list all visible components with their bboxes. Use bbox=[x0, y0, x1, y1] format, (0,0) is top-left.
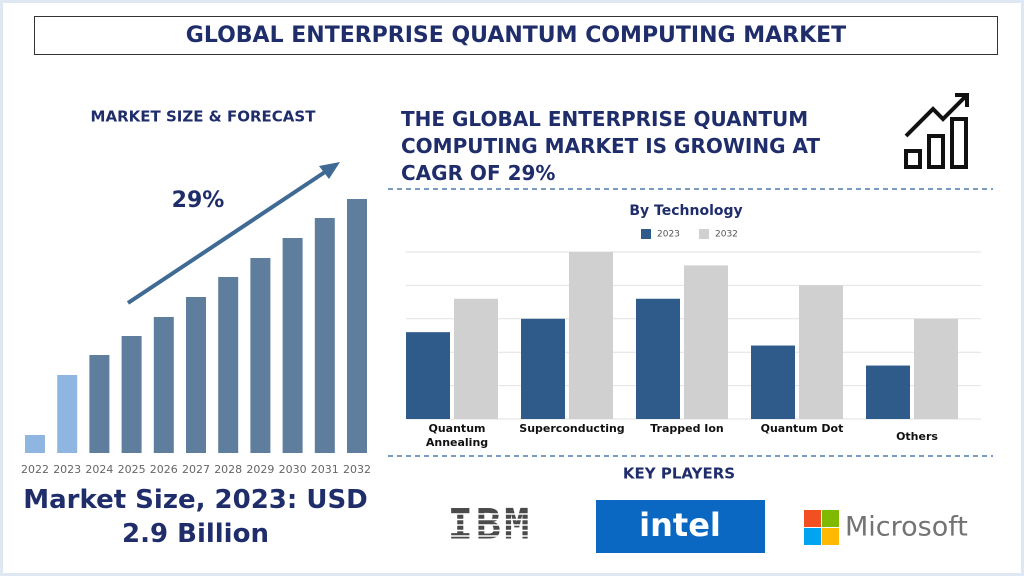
ms-square bbox=[804, 510, 821, 527]
x-tick-label: 2026 bbox=[150, 463, 178, 476]
x-tick-label: 2022 bbox=[21, 463, 49, 476]
legend-label: 2023 bbox=[657, 230, 680, 240]
intel-logo: intel bbox=[639, 506, 721, 544]
bar bbox=[347, 199, 367, 453]
bar bbox=[25, 435, 45, 453]
x-tick-label: Others bbox=[896, 430, 938, 443]
x-tick-label: 2024 bbox=[85, 463, 113, 476]
bar bbox=[121, 336, 142, 453]
bar bbox=[406, 332, 450, 419]
bar bbox=[250, 258, 271, 453]
x-tick-label: 2030 bbox=[279, 463, 307, 476]
bar bbox=[218, 277, 239, 453]
x-tick-label: Quantum Annealing bbox=[425, 422, 489, 449]
headline: THE GLOBAL ENTERPRISE QUANTUM COMPUTING … bbox=[401, 107, 821, 185]
bar bbox=[454, 298, 498, 419]
bar bbox=[314, 218, 335, 453]
ms-square bbox=[822, 528, 839, 545]
bar bbox=[153, 317, 174, 453]
growth-icon bbox=[904, 93, 969, 169]
bar bbox=[89, 355, 110, 453]
bar bbox=[914, 318, 958, 419]
x-tick-label: Quantum Dot bbox=[760, 422, 844, 435]
x-tick-label: 2032 bbox=[343, 463, 371, 476]
ms-square bbox=[822, 510, 839, 527]
bar bbox=[751, 345, 795, 419]
market-size: Market Size, 2023: USD 2.9 Billion bbox=[23, 485, 368, 549]
x-tick-label: 2027 bbox=[182, 463, 210, 476]
arrow-head bbox=[319, 162, 340, 179]
bar bbox=[282, 238, 303, 453]
annotation: 29% bbox=[172, 188, 225, 213]
x-tick-label: 2025 bbox=[118, 463, 146, 476]
page-title: GLOBAL ENTERPRISE QUANTUM COMPUTING MARK… bbox=[34, 16, 998, 55]
ibm-logo: IBM bbox=[448, 500, 533, 549]
intel-box bbox=[596, 500, 765, 553]
bar bbox=[57, 375, 78, 453]
bar bbox=[569, 252, 613, 419]
x-tick-label: 2028 bbox=[214, 463, 242, 476]
bar bbox=[866, 365, 910, 419]
x-tick-label: 2029 bbox=[246, 463, 274, 476]
x-tick-label: 2031 bbox=[311, 463, 339, 476]
chart-title: MARKET SIZE & FORECAST bbox=[91, 108, 317, 126]
ms-square bbox=[804, 528, 821, 545]
x-tick-label: Superconducting bbox=[519, 422, 625, 435]
bar bbox=[684, 265, 728, 419]
legend-swatch bbox=[641, 229, 651, 239]
x-tick-label: Trapped Ion bbox=[650, 422, 724, 435]
bar bbox=[521, 318, 565, 419]
section-title: KEY PLAYERS bbox=[623, 465, 735, 483]
x-tick-label: 2023 bbox=[53, 463, 81, 476]
microsoft-logo: Microsoft bbox=[845, 512, 968, 543]
bar bbox=[799, 285, 843, 419]
legend-label: 2032 bbox=[715, 230, 738, 240]
chart-title: By Technology bbox=[629, 203, 742, 219]
trend-arrow bbox=[126, 166, 333, 305]
legend-swatch bbox=[699, 229, 709, 239]
canvas: MARKET SIZE & FORECAST 2022 2023 2024 2025 20… bbox=[21, 93, 993, 553]
bar bbox=[636, 298, 680, 419]
bar bbox=[186, 297, 206, 453]
